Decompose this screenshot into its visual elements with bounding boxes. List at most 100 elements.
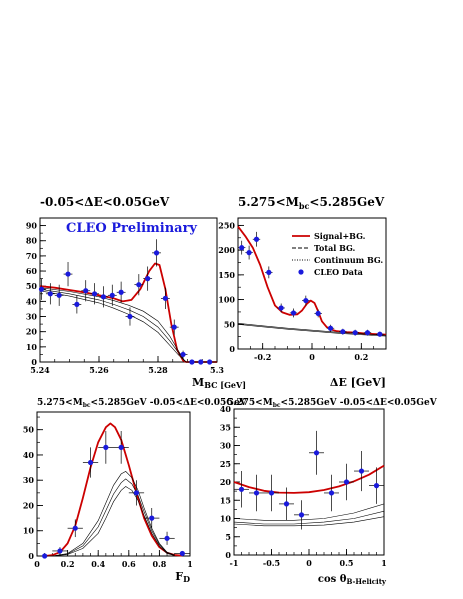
data-point <box>65 271 71 277</box>
data-point <box>171 324 177 330</box>
y-tick-label: 10 <box>220 514 232 524</box>
data-point <box>179 550 185 557</box>
data-point <box>373 483 380 489</box>
data-point <box>87 459 94 466</box>
x-tick-label: 0.2 <box>354 352 368 362</box>
background-curve <box>237 323 387 336</box>
x-tick-label: 0.4 <box>91 559 105 569</box>
data-point <box>42 553 48 559</box>
y-tick-label: 150 <box>218 270 235 280</box>
panel-title: 5.275<Mbc<5.285GeV -0.05<ΔE<0.05GeV <box>227 398 438 409</box>
y-tick-label: 10 <box>23 526 35 536</box>
data-point <box>83 288 89 294</box>
background-curve <box>52 471 175 557</box>
x-axis-label: FD <box>175 570 190 584</box>
y-tick-label: 100 <box>218 295 235 305</box>
legend-label: CLEO Data <box>314 267 363 277</box>
data-point <box>189 359 195 365</box>
panel-mbc-distribution: -0.05<ΔE<0.05GeV CLEO Preliminary MBC [G… <box>26 195 246 390</box>
panel-title: -0.05<ΔE<0.05GeV <box>40 195 170 209</box>
signal-plus-bg-fit-curve <box>233 464 385 494</box>
y-tick-label: 0 <box>28 551 34 561</box>
y-tick-label: 5 <box>225 532 231 542</box>
y-tick-label: 60 <box>26 266 38 276</box>
y-tick-label: 30 <box>26 312 38 322</box>
data-point <box>253 490 260 496</box>
cleo-preliminary-annotation: CLEO Preliminary <box>66 221 197 236</box>
y-tick-label: 200 <box>218 245 235 255</box>
data-point <box>133 490 140 496</box>
x-tick-label: 1 <box>381 558 387 568</box>
background-curve <box>39 287 217 363</box>
data-point <box>377 331 383 337</box>
y-tick-label: 20 <box>23 500 35 510</box>
y-tick-label: 50 <box>224 319 236 329</box>
y-tick-label: 50 <box>26 281 38 291</box>
data-point <box>118 444 124 450</box>
y-tick-label: 15 <box>220 495 231 505</box>
y-tick-label: 0 <box>225 550 231 560</box>
data-point <box>238 486 245 492</box>
data-point <box>290 310 297 316</box>
x-tick-label: 0.5 <box>340 558 354 568</box>
legend-label: Signal+BG. <box>314 231 366 241</box>
y-tick-label: 40 <box>23 450 35 460</box>
signal-plus-bg-fit-curve <box>39 262 217 363</box>
data-point <box>239 245 245 251</box>
y-tick-label: 250 <box>218 220 235 230</box>
data-point <box>72 525 78 531</box>
y-tick-label: 40 <box>220 404 232 414</box>
data-point <box>145 276 151 282</box>
data-point <box>315 310 321 317</box>
data-point <box>149 515 155 521</box>
data-point <box>109 292 115 298</box>
x-tick-label: -0.2 <box>254 352 271 362</box>
background-curve <box>233 516 385 527</box>
data-point <box>303 297 309 304</box>
data-point <box>327 325 334 331</box>
background-curve <box>233 510 385 525</box>
data-point <box>246 250 252 256</box>
data-point <box>278 305 284 311</box>
panel-fd-distribution: 5.275<Mbc<5.285GeV -0.05<ΔE<0.05GeV FD 0… <box>23 398 248 584</box>
y-tick-label: 80 <box>26 236 38 246</box>
y-tick-label: 90 <box>26 221 38 231</box>
data-point <box>103 444 109 450</box>
data-point <box>136 282 142 288</box>
data-point <box>283 501 290 507</box>
x-tick-label: 0 <box>34 559 40 569</box>
y-tick-label: 30 <box>220 441 232 451</box>
x-axis-label: MBC [GeV] <box>192 376 246 390</box>
data-point <box>57 548 63 554</box>
x-tick-label: -0.5 <box>263 558 280 568</box>
x-tick-label: 5.3 <box>210 365 224 375</box>
x-tick-label: 5.26 <box>89 365 109 375</box>
y-tick-label: 35 <box>220 422 231 432</box>
legend-swatch-marker <box>298 269 304 275</box>
data-point <box>207 359 213 365</box>
data-point <box>253 236 260 242</box>
x-tick-label: 5.28 <box>148 365 168 375</box>
data-point <box>268 490 275 496</box>
y-tick-label: 30 <box>23 475 35 485</box>
data-point <box>328 490 335 496</box>
legend-label: Total BG. <box>314 243 356 253</box>
y-tick-label: 40 <box>26 296 38 306</box>
x-axis-label: cos θB-Helicity <box>318 574 387 586</box>
y-tick-label: 50 <box>23 425 35 435</box>
panel-title: 5.275<Mbc<5.285GeV -0.05<ΔE<0.05GeV <box>37 398 248 409</box>
data-point <box>358 468 365 474</box>
x-tick-label: 1 <box>187 559 193 569</box>
panel-title: 5.275<Mbc<5.285GeV <box>238 195 385 211</box>
data-point <box>162 295 168 301</box>
data-point <box>153 250 160 256</box>
data-point <box>340 329 346 335</box>
data-point <box>118 289 124 295</box>
data-point <box>352 330 358 336</box>
x-tick-label: 0 <box>309 352 315 362</box>
panel-delta-e-distribution: 5.275<Mbc<5.285GeV ΔE [GeV] -0.2 0 0.2 0 50 1… <box>218 195 387 389</box>
data-point <box>47 291 53 297</box>
x-tick-label: 0.6 <box>122 559 136 569</box>
panel-cos-helicity-distribution: 5.275<Mbc<5.285GeV -0.05<ΔE<0.05GeV cos … <box>220 398 438 586</box>
